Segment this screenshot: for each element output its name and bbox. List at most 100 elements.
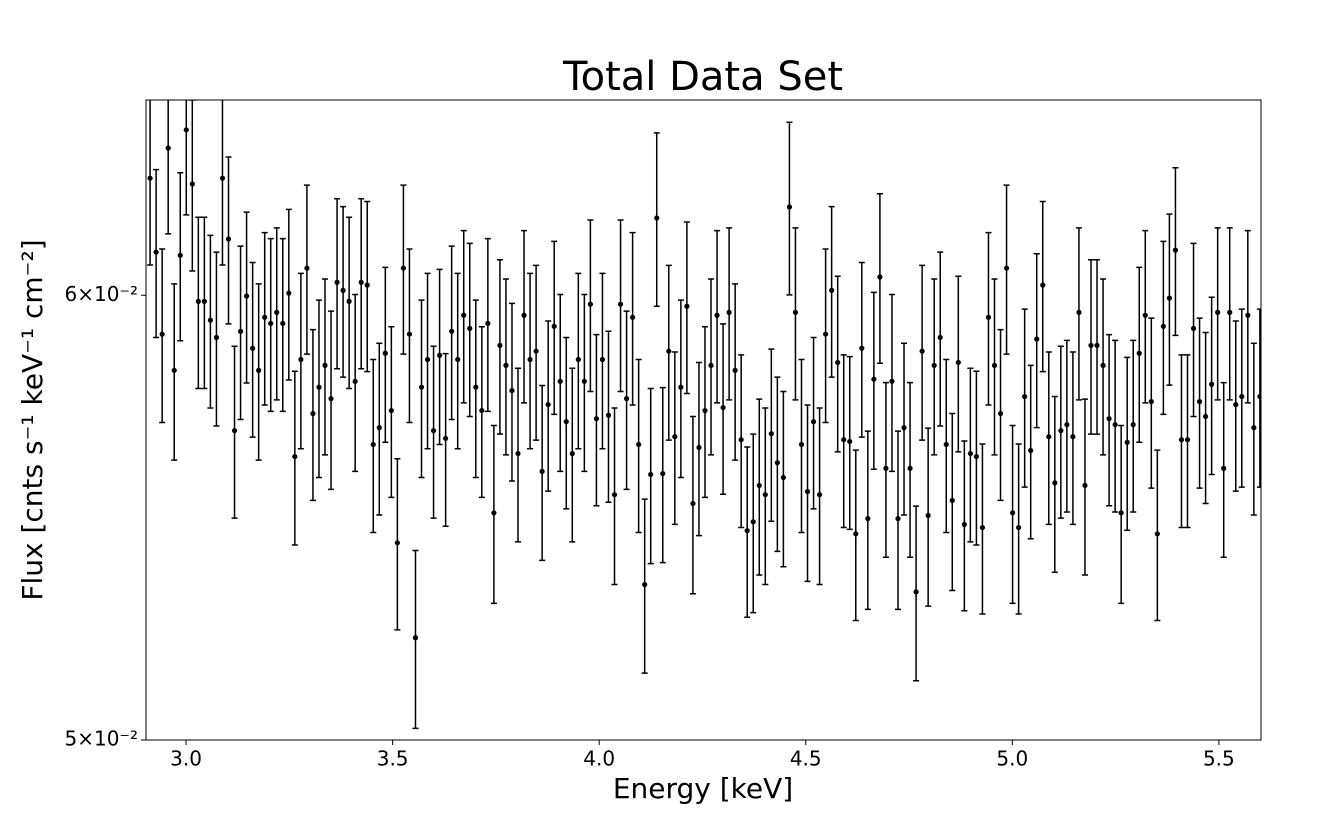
x-tick-label: 4.5: [790, 747, 822, 771]
data-point: [153, 249, 159, 255]
data-point: [1082, 482, 1088, 489]
data-point: [937, 334, 943, 341]
data-point: [521, 312, 527, 318]
data-point: [654, 215, 660, 221]
data-point: [183, 127, 189, 133]
data-point: [467, 325, 473, 332]
x-axis-label: Energy [keV]: [613, 772, 793, 805]
data-point: [792, 309, 799, 315]
data-point: [1009, 510, 1016, 516]
data-point: [1142, 312, 1148, 318]
data-point: [702, 407, 708, 414]
data-point: [1003, 265, 1010, 271]
data-point: [599, 356, 606, 363]
data-point: [437, 352, 443, 358]
data-point: [551, 323, 557, 329]
data-point: [256, 367, 262, 373]
data-point: [147, 175, 153, 181]
data-point: [823, 331, 829, 337]
data-point: [509, 388, 515, 394]
data-point: [985, 314, 992, 320]
data-point: [949, 497, 955, 504]
data-point: [1233, 401, 1239, 408]
data-point: [1196, 399, 1203, 405]
data-point: [370, 441, 376, 448]
data-point: [1209, 381, 1215, 387]
data-point: [557, 378, 563, 384]
data-point: [883, 465, 889, 471]
data-point: [171, 367, 177, 373]
data-point: [1100, 362, 1106, 368]
data-point: [1130, 422, 1136, 428]
data-point: [491, 510, 497, 516]
data-point: [587, 301, 593, 307]
data-point: [1064, 422, 1070, 428]
data-point: [563, 419, 569, 425]
data-point: [569, 450, 575, 457]
data-point: [1184, 437, 1191, 443]
data-point: [1052, 480, 1058, 486]
data-point: [461, 312, 467, 318]
data-point: [539, 468, 545, 475]
data-point: [250, 345, 256, 351]
data-point: [1034, 336, 1040, 342]
data-point: [165, 145, 171, 151]
data-point: [328, 396, 334, 402]
data-point: [1166, 295, 1173, 301]
data-point: [1190, 325, 1197, 332]
data-point: [943, 441, 949, 448]
data-point: [394, 540, 400, 546]
data-point: [925, 512, 931, 519]
data-point: [225, 236, 232, 242]
data-point: [268, 320, 274, 327]
data-point: [865, 516, 871, 522]
data-point: [286, 290, 292, 296]
data-point: [829, 287, 835, 293]
data-point: [1239, 393, 1245, 400]
data-point: [581, 378, 587, 384]
plot-frame: [145, 99, 1262, 741]
data-point: [274, 309, 280, 315]
data-point: [973, 453, 980, 460]
data-point: [1046, 434, 1052, 440]
data-point: [623, 396, 630, 402]
data-point: [479, 407, 485, 414]
data-point: [871, 376, 877, 382]
data-point: [346, 298, 352, 304]
data-point: [1094, 342, 1100, 348]
data-point: [744, 528, 750, 534]
data-point: [835, 359, 841, 366]
data-point: [340, 287, 346, 293]
data-point: [762, 492, 768, 498]
data-point: [159, 331, 165, 337]
data-point: [1112, 422, 1118, 428]
data-point: [1203, 413, 1209, 420]
data-point: [189, 181, 195, 187]
data-point: [262, 314, 268, 320]
data-point: [642, 581, 648, 588]
data-point: [1160, 323, 1166, 329]
data-point: [798, 441, 805, 448]
data-point: [967, 450, 973, 457]
data-point: [201, 298, 207, 304]
data-point: [237, 328, 244, 334]
data-point: [231, 428, 238, 434]
data-point: [195, 298, 201, 304]
data-point: [841, 437, 847, 443]
data-point: [919, 348, 925, 354]
data-point: [1251, 425, 1257, 431]
data-point: [1040, 282, 1046, 288]
data-point: [418, 384, 425, 390]
data-point: [455, 356, 461, 363]
data-point: [1028, 447, 1034, 454]
data-point: [575, 356, 581, 363]
data-point: [1076, 309, 1082, 315]
data-point: [424, 356, 431, 363]
data-point: [877, 274, 883, 280]
data-point: [931, 362, 937, 368]
data-point: [804, 488, 811, 495]
data-point: [678, 384, 684, 390]
data-point: [443, 435, 449, 442]
data-point: [280, 320, 286, 327]
